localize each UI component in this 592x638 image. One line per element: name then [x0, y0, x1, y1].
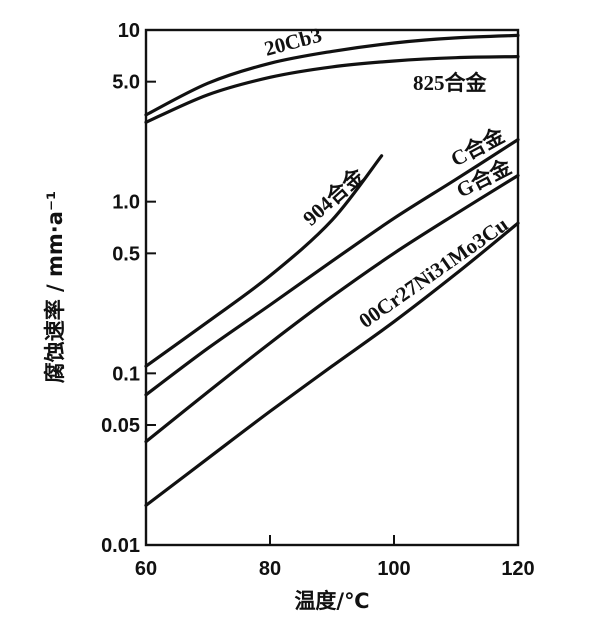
x-tick-label: 80 [259, 558, 281, 580]
series-lines [144, 33, 520, 507]
y-tick-label: 5.0 [112, 72, 140, 94]
y-tick-label: 0.01 [101, 535, 140, 557]
series-line-2 [144, 154, 384, 368]
x-tick-label: 120 [501, 558, 534, 580]
plot-frame [144, 28, 520, 547]
y-tick-label: 0.05 [101, 415, 140, 437]
x-axis-label: 温度/℃ [294, 589, 369, 613]
y-tick-label: 10 [118, 20, 140, 42]
x-tick-label: 60 [135, 558, 157, 580]
x-tick-label: 100 [377, 558, 410, 580]
series-line-5 [144, 221, 520, 507]
y-tick-label: 0.1 [112, 363, 140, 385]
series-line-3 [144, 138, 520, 397]
series-line-1 [144, 55, 520, 124]
series-line-4 [144, 173, 520, 444]
y-axis-label: 腐蚀速率 / mm·a⁻¹ [43, 191, 67, 384]
y-tick-label: 0.5 [112, 243, 140, 265]
series-label-1: 825合金 [413, 71, 487, 95]
series-line-0 [144, 33, 520, 117]
y-tick-label: 1.0 [112, 192, 140, 214]
